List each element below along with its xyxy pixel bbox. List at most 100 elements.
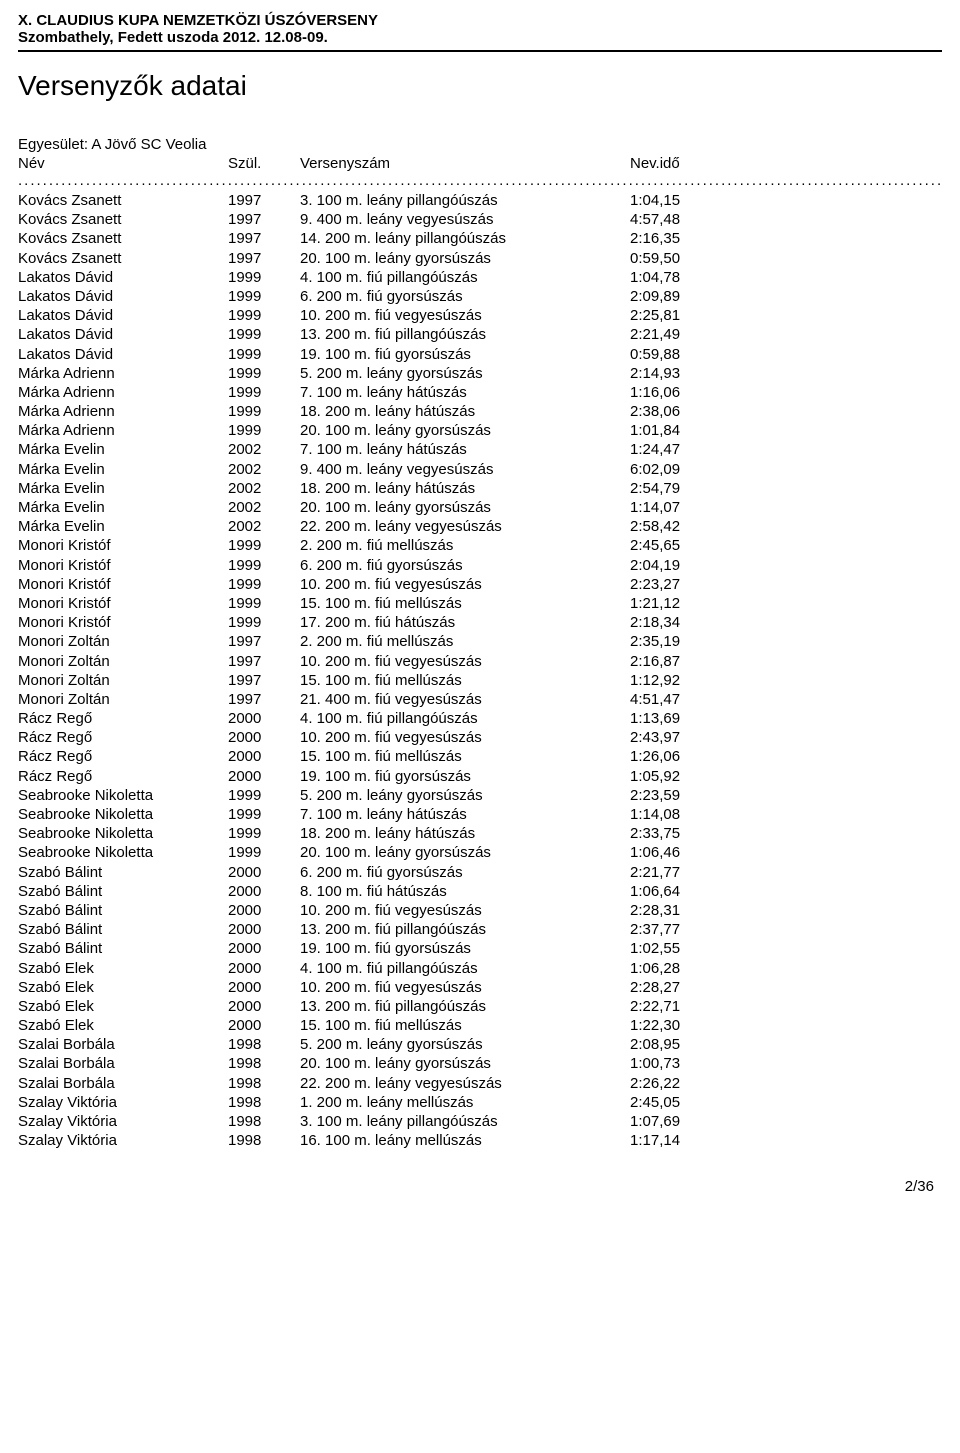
cell-name: Monori Kristóf xyxy=(18,575,228,594)
cell-year: 1999 xyxy=(228,325,300,344)
table-row: Monori Kristóf199917. 200 m. fiú hátúszá… xyxy=(18,613,942,632)
col-name: Név xyxy=(18,155,228,172)
cell-name: Kovács Zsanett xyxy=(18,210,228,229)
club-line: Egyesület: A Jövő SC Veolia xyxy=(18,136,942,153)
cell-year: 1999 xyxy=(228,364,300,383)
cell-time: 1:16,06 xyxy=(630,383,730,402)
cell-name: Szalai Borbála xyxy=(18,1074,228,1093)
cell-time: 2:35,19 xyxy=(630,632,730,651)
cell-event: 18. 200 m. leány hátúszás xyxy=(300,824,630,843)
cell-event: 3. 100 m. leány pillangóúszás xyxy=(300,191,630,210)
table-row: Monori Kristóf19996. 200 m. fiú gyorsúsz… xyxy=(18,556,942,575)
cell-event: 6. 200 m. fiú gyorsúszás xyxy=(300,556,630,575)
table-row: Márka Evelin20027. 100 m. leány hátúszás… xyxy=(18,440,942,459)
cell-time: 2:28,27 xyxy=(630,978,730,997)
cell-year: 2000 xyxy=(228,728,300,747)
cell-name: Monori Kristóf xyxy=(18,594,228,613)
cell-event: 1. 200 m. leány mellúszás xyxy=(300,1093,630,1112)
table-row: Szabó Elek200013. 200 m. fiú pillangóúsz… xyxy=(18,997,942,1016)
col-year: Szül. xyxy=(228,155,300,172)
club-label: Egyesület: xyxy=(18,136,88,153)
cell-time: 2:45,65 xyxy=(630,536,730,555)
cell-event: 8. 100 m. fiú hátúszás xyxy=(300,882,630,901)
table-row: Monori Zoltán19972. 200 m. fiú mellúszás… xyxy=(18,632,942,651)
cell-year: 2000 xyxy=(228,1016,300,1035)
cell-name: Monori Kristóf xyxy=(18,556,228,575)
cell-time: 2:58,42 xyxy=(630,517,730,536)
cell-event: 20. 100 m. leány gyorsúszás xyxy=(300,843,630,862)
cell-event: 10. 200 m. fiú vegyesúszás xyxy=(300,306,630,325)
cell-name: Rácz Regő xyxy=(18,747,228,766)
cell-year: 1999 xyxy=(228,536,300,555)
cell-year: 2000 xyxy=(228,747,300,766)
cell-event: 6. 200 m. fiú gyorsúszás xyxy=(300,287,630,306)
cell-name: Monori Zoltán xyxy=(18,671,228,690)
cell-name: Lakatos Dávid xyxy=(18,268,228,287)
cell-time: 2:23,27 xyxy=(630,575,730,594)
cell-year: 2000 xyxy=(228,882,300,901)
cell-name: Kovács Zsanett xyxy=(18,191,228,210)
table-row: Rácz Regő200019. 100 m. fiú gyorsúszás1:… xyxy=(18,767,942,786)
cell-time: 1:04,78 xyxy=(630,268,730,287)
cell-time: 2:21,77 xyxy=(630,863,730,882)
table-row: Rácz Regő20004. 100 m. fiú pillangóúszás… xyxy=(18,709,942,728)
cell-year: 1999 xyxy=(228,594,300,613)
table-row: Rácz Regő200015. 100 m. fiú mellúszás1:2… xyxy=(18,747,942,766)
cell-event: 20. 100 m. leány gyorsúszás xyxy=(300,421,630,440)
table-row: Szabó Bálint200019. 100 m. fiú gyorsúszá… xyxy=(18,939,942,958)
table-row: Kovács Zsanett19973. 100 m. leány pillan… xyxy=(18,191,942,210)
table-row: Monori Zoltán199721. 400 m. fiú vegyesús… xyxy=(18,690,942,709)
cell-name: Szabó Bálint xyxy=(18,920,228,939)
cell-year: 2002 xyxy=(228,479,300,498)
cell-time: 1:07,69 xyxy=(630,1112,730,1131)
cell-time: 4:57,48 xyxy=(630,210,730,229)
cell-event: 5. 200 m. leány gyorsúszás xyxy=(300,1035,630,1054)
table-row: Lakatos Dávid199919. 100 m. fiú gyorsúsz… xyxy=(18,345,942,364)
cell-name: Szabó Elek xyxy=(18,997,228,1016)
cell-event: 10. 200 m. fiú vegyesúszás xyxy=(300,901,630,920)
cell-year: 1999 xyxy=(228,383,300,402)
cell-time: 2:21,49 xyxy=(630,325,730,344)
table-row: Monori Zoltán199715. 100 m. fiú mellúszá… xyxy=(18,671,942,690)
cell-time: 1:17,14 xyxy=(630,1131,730,1150)
cell-event: 19. 100 m. fiú gyorsúszás xyxy=(300,767,630,786)
cell-event: 20. 100 m. leány gyorsúszás xyxy=(300,1054,630,1073)
cell-year: 1997 xyxy=(228,652,300,671)
cell-name: Kovács Zsanett xyxy=(18,229,228,248)
cell-year: 2000 xyxy=(228,959,300,978)
cell-name: Kovács Zsanett xyxy=(18,249,228,268)
table-row: Seabrooke Nikoletta19995. 200 m. leány g… xyxy=(18,786,942,805)
cell-event: 22. 200 m. leány vegyesúszás xyxy=(300,517,630,536)
cell-year: 2002 xyxy=(228,460,300,479)
table-row: Márka Adrienn199918. 200 m. leány hátúsz… xyxy=(18,402,942,421)
cell-time: 1:24,47 xyxy=(630,440,730,459)
table-row: Márka Adrienn199920. 100 m. leány gyorsú… xyxy=(18,421,942,440)
table-row: Seabrooke Nikoletta199918. 200 m. leány … xyxy=(18,824,942,843)
cell-time: 2:37,77 xyxy=(630,920,730,939)
cell-name: Szabó Elek xyxy=(18,959,228,978)
cell-time: 4:51,47 xyxy=(630,690,730,709)
cell-time: 1:14,07 xyxy=(630,498,730,517)
cell-time: 2:08,95 xyxy=(630,1035,730,1054)
cell-name: Márka Evelin xyxy=(18,498,228,517)
cell-name: Rácz Regő xyxy=(18,728,228,747)
cell-event: 14. 200 m. leány pillangóúszás xyxy=(300,229,630,248)
cell-time: 1:12,92 xyxy=(630,671,730,690)
table-row: Szabó Bálint20006. 200 m. fiú gyorsúszás… xyxy=(18,863,942,882)
cell-event: 9. 400 m. leány vegyesúszás xyxy=(300,210,630,229)
table-row: Lakatos Dávid199910. 200 m. fiú vegyesús… xyxy=(18,306,942,325)
table-row: Szalai Borbála19985. 200 m. leány gyorsú… xyxy=(18,1035,942,1054)
cell-time: 1:13,69 xyxy=(630,709,730,728)
cell-year: 2000 xyxy=(228,709,300,728)
table-row: Kovács Zsanett199714. 200 m. leány pilla… xyxy=(18,229,942,248)
cell-event: 16. 100 m. leány mellúszás xyxy=(300,1131,630,1150)
table-row: Kovács Zsanett19979. 400 m. leány vegyes… xyxy=(18,210,942,229)
cell-name: Márka Evelin xyxy=(18,460,228,479)
cell-year: 1997 xyxy=(228,249,300,268)
cell-event: 10. 200 m. fiú vegyesúszás xyxy=(300,728,630,747)
cell-time: 1:05,92 xyxy=(630,767,730,786)
table-row: Seabrooke Nikoletta199920. 100 m. leány … xyxy=(18,843,942,862)
cell-event: 2. 200 m. fiú mellúszás xyxy=(300,536,630,555)
cell-year: 1999 xyxy=(228,613,300,632)
cell-name: Rácz Regő xyxy=(18,709,228,728)
